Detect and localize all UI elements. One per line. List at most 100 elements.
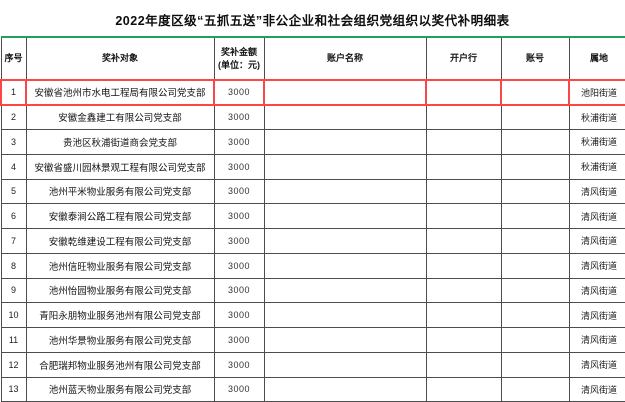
table-cell: 安徽省盛川园林景观工程有限公司党支部 — [25, 153, 215, 180]
table-row: 1 安徽省池州市水电工程局有限公司党支部 3000 池阳街道 — [0, 79, 625, 106]
table-cell: 3000 — [213, 252, 265, 279]
column-header-4: 开户行 — [425, 36, 502, 81]
table-cell — [425, 351, 502, 378]
table-cell: 清风街道 — [568, 376, 625, 402]
table-cell — [500, 153, 570, 180]
table-cell — [263, 302, 427, 328]
column-header-2: 奖补金额 (单位：元) — [213, 36, 265, 81]
table-cell — [500, 252, 570, 279]
column-header-1: 奖补对象 — [25, 36, 215, 81]
table-cell — [500, 228, 570, 254]
table-row: 6 安徽泰涧公路工程有限公司党支部 3000 清风街道 — [0, 203, 625, 229]
table-body: 1 安徽省池州市水电工程局有限公司党支部 3000 池阳街道 2 安徽金鑫建工有限公司党支… — [0, 79, 625, 402]
table-cell — [263, 104, 427, 130]
table-cell: 11 — [0, 327, 27, 353]
table-cell — [263, 178, 427, 205]
table-cell: 秋浦街道 — [568, 104, 625, 130]
table-cell — [500, 129, 570, 155]
table-cell — [263, 351, 427, 378]
table-cell: 3000 — [213, 203, 265, 229]
table-cell: 合肥瑞邦物业服务池州有限公司党支部 — [25, 351, 215, 378]
table-cell — [500, 327, 570, 353]
table-cell: 3000 — [213, 351, 265, 378]
table-cell — [263, 252, 427, 279]
table-cell: 安徽乾维建设工程有限公司党支部 — [25, 228, 215, 254]
table-cell — [500, 351, 570, 378]
table-cell: 清风街道 — [568, 302, 625, 328]
page-title: 2022年度区级“五抓五送”非公企业和社会组织党组织以奖代补明细表 — [115, 13, 510, 28]
table-cell: 青阳永朋物业服务池州有限公司党支部 — [25, 302, 215, 328]
table-cell — [425, 277, 502, 304]
table-cell: 安徽省池州市水电工程局有限公司党支部 — [25, 79, 215, 106]
table-cell: 2 — [0, 104, 27, 130]
table-cell: 3000 — [213, 327, 265, 353]
table-cell: 3000 — [213, 376, 265, 402]
table-row: 7 安徽乾维建设工程有限公司党支部 3000 清风街道 — [0, 228, 625, 254]
table-cell: 贵池区秋浦街道商会党支部 — [25, 129, 215, 155]
table-cell: 清风街道 — [568, 228, 625, 254]
table-cell: 清风街道 — [568, 327, 625, 353]
table-row: 11 池州华景物业服务有限公司党支部 3000 清风街道 — [0, 327, 625, 353]
table-cell — [425, 203, 502, 229]
table-row: 9 池州怡园物业服务有限公司党支部 3000 清风街道 — [0, 277, 625, 304]
table-cell: 3000 — [213, 79, 265, 106]
table-cell: 6 — [0, 203, 27, 229]
table-cell — [425, 178, 502, 205]
table-cell — [425, 104, 502, 130]
table-cell — [425, 129, 502, 155]
table-cell — [263, 327, 427, 353]
table-cell: 3000 — [213, 228, 265, 254]
table-row: 13 池州蓝天物业服务有限公司党支部 3000 清风街道 — [0, 376, 625, 402]
table-cell — [425, 79, 502, 106]
table-row: 2 安徽金鑫建工有限公司党支部 3000 秋浦街道 — [0, 104, 625, 130]
table-cell: 清风街道 — [568, 351, 625, 378]
table-cell: 3000 — [213, 129, 265, 155]
column-header-5: 账号 — [500, 36, 570, 81]
table-cell — [425, 228, 502, 254]
table-cell: 4 — [0, 153, 27, 180]
table-cell: 1 — [0, 79, 27, 106]
table-cell — [263, 376, 427, 402]
table-cell: 秋浦街道 — [568, 153, 625, 180]
table-cell: 秋浦街道 — [568, 129, 625, 155]
table-cell: 清风街道 — [568, 178, 625, 205]
table-cell: 8 — [0, 252, 27, 279]
table-row: 10 青阳永朋物业服务池州有限公司党支部 3000 清风街道 — [0, 302, 625, 328]
table-cell — [500, 302, 570, 328]
table-cell: 池州信旺物业服务有限公司党支部 — [25, 252, 215, 279]
table-cell: 池州蓝天物业服务有限公司党支部 — [25, 376, 215, 402]
table-cell: 3000 — [213, 153, 265, 180]
column-header-0: 序号 — [0, 36, 27, 81]
table-cell: 10 — [0, 302, 27, 328]
table-cell: 池阳街道 — [568, 79, 625, 106]
table-cell: 13 — [0, 376, 27, 402]
table-cell — [500, 277, 570, 304]
table-cell — [263, 79, 427, 106]
table-cell — [425, 252, 502, 279]
table-cell — [425, 327, 502, 353]
table-cell — [500, 104, 570, 130]
table-cell: 9 — [0, 277, 27, 304]
table-cell: 12 — [0, 351, 27, 378]
table-cell — [425, 376, 502, 402]
table-cell — [500, 79, 570, 106]
table-cell: 池州平米物业服务有限公司党支部 — [25, 178, 215, 205]
table-cell — [263, 228, 427, 254]
table-cell: 5 — [0, 178, 27, 205]
table-row: 5 池州平米物业服务有限公司党支部 3000 清风街道 — [0, 178, 625, 205]
table-cell: 安徽泰涧公路工程有限公司党支部 — [25, 203, 215, 229]
table-cell — [500, 376, 570, 402]
table-cell: 7 — [0, 228, 27, 254]
subsidy-table: 序号 奖补对象 奖补金额 (单位：元) 账户名称 开户行 账号 属地 1 安徽省池州市水电工程局… — [0, 36, 625, 402]
table-cell — [263, 203, 427, 229]
table-cell: 3000 — [213, 178, 265, 205]
table-cell — [425, 302, 502, 328]
table-header: 序号 奖补对象 奖补金额 (单位：元) 账户名称 开户行 账号 属地 — [0, 36, 625, 81]
column-header-6: 属地 — [568, 36, 625, 81]
table-cell: 3 — [0, 129, 27, 155]
table-cell: 池州华景物业服务有限公司党支部 — [25, 327, 215, 353]
table-cell: 3000 — [213, 277, 265, 304]
table-cell — [263, 277, 427, 304]
table-row: 4 安徽省盛川园林景观工程有限公司党支部 3000 秋浦街道 — [0, 153, 625, 180]
